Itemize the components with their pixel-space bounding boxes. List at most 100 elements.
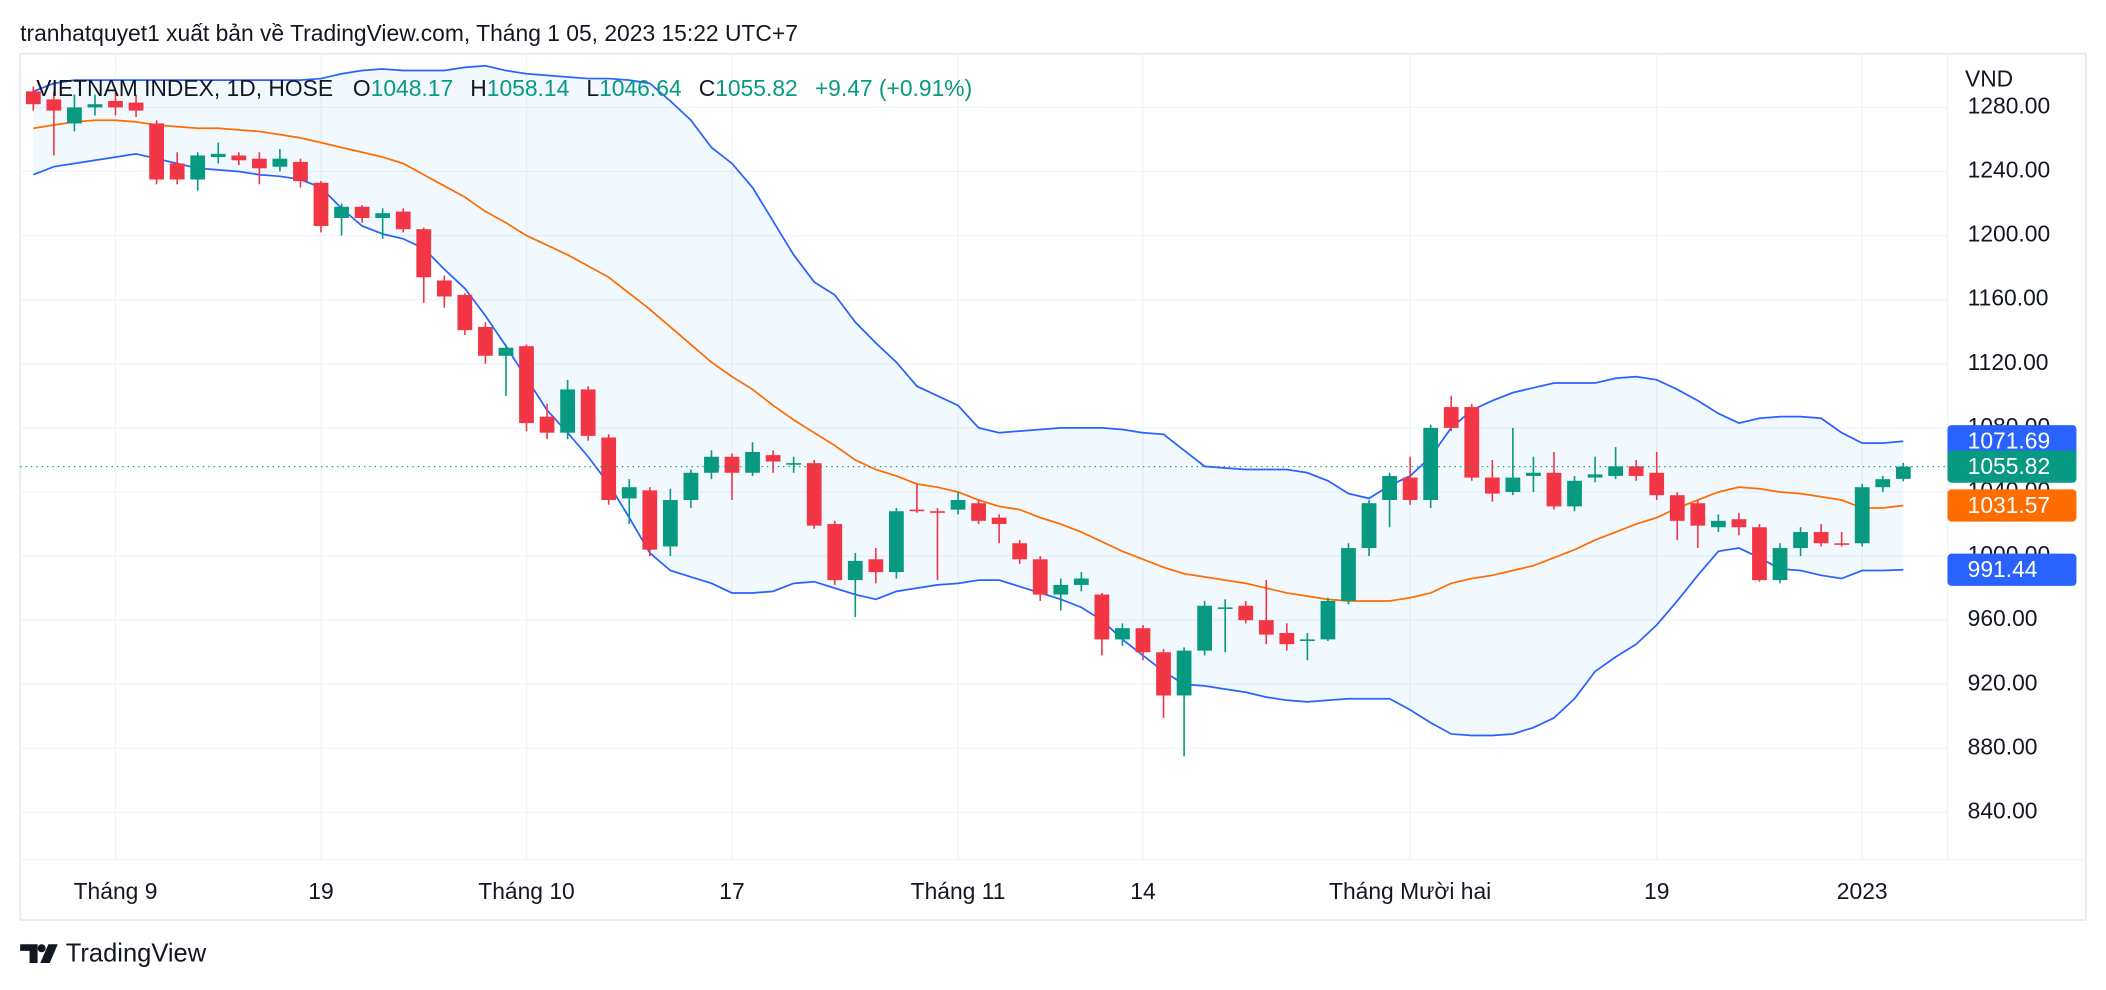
y-tick-label: 1120.00 xyxy=(1968,349,2049,375)
candle-body xyxy=(1834,543,1850,545)
candle-body xyxy=(991,517,1007,525)
candle-body xyxy=(457,294,473,331)
candle-body xyxy=(87,104,103,108)
upper-band-price: 1071.69 xyxy=(1968,428,2051,454)
last-price: 1055.82 xyxy=(1968,453,2051,479)
lower-band-price: 991.44 xyxy=(1968,556,2038,582)
candle-body xyxy=(642,490,658,550)
candle-body xyxy=(498,347,514,356)
low-label: L xyxy=(586,75,599,101)
candle-body xyxy=(251,158,267,169)
y-tick-label: 960.00 xyxy=(1968,605,2038,631)
candle-body xyxy=(1669,495,1685,521)
candle-body xyxy=(930,511,945,513)
y-tick-label: 880.00 xyxy=(1968,733,2038,759)
candle-body xyxy=(128,102,144,111)
candle-body xyxy=(1752,527,1767,581)
candle-body xyxy=(560,389,575,433)
brand: TradingView xyxy=(66,940,207,968)
candle-body xyxy=(971,503,986,521)
candle-body xyxy=(1176,650,1192,696)
y-tick-label: 1240.00 xyxy=(1968,157,2051,183)
candle-body xyxy=(909,509,925,512)
candle-body xyxy=(395,211,411,230)
y-tick-label: 1280.00 xyxy=(1968,92,2051,118)
candle-body xyxy=(190,155,206,180)
candle-body xyxy=(1341,548,1356,601)
candle-body xyxy=(108,100,123,108)
logo-dot xyxy=(37,944,46,953)
basis-price-bg xyxy=(1947,489,2077,522)
candle-body xyxy=(354,206,370,218)
candle-body xyxy=(1875,479,1891,488)
candle-body xyxy=(1073,578,1089,585)
candle-body xyxy=(67,107,82,124)
legend: VIETNAM INDEX, 1D, HOSE O1048.17 H1058.1… xyxy=(36,75,972,101)
candle-body xyxy=(313,182,329,226)
candle-body xyxy=(1217,607,1233,609)
x-tick-label: Tháng 9 xyxy=(74,878,158,904)
candle-body xyxy=(1895,466,1911,479)
candle-body xyxy=(231,155,247,161)
candle-body xyxy=(169,163,185,180)
candle-body xyxy=(1320,600,1336,640)
open-value: 1048.17 xyxy=(371,75,454,101)
candle-body xyxy=(868,559,884,573)
candle-body xyxy=(1094,594,1110,640)
upper-band-price-bg xyxy=(1947,425,2077,458)
candle-body xyxy=(1731,519,1747,528)
currency: VND xyxy=(1965,66,2013,92)
candle-body xyxy=(580,389,596,436)
candle-body xyxy=(724,456,740,473)
plot xyxy=(20,64,1948,757)
candle-body xyxy=(1710,520,1726,528)
candle-body xyxy=(519,346,534,424)
candle-body xyxy=(1526,472,1541,476)
candle-body xyxy=(1772,548,1788,581)
band-fill xyxy=(33,65,1904,736)
basis-price: 1031.57 xyxy=(1968,492,2051,518)
candle-body xyxy=(272,158,288,167)
candle-body xyxy=(1382,475,1397,501)
candle-body xyxy=(1628,466,1644,476)
candle-body xyxy=(1690,503,1706,526)
open-label: O xyxy=(353,75,371,101)
candle-body xyxy=(765,455,781,462)
candle-body xyxy=(375,213,391,218)
x-tick-label: Tháng Mười hai xyxy=(1329,878,1491,904)
high-label: H xyxy=(470,75,487,101)
candle-body xyxy=(1649,472,1665,496)
upper-band-line xyxy=(33,64,1904,500)
candle-body xyxy=(847,560,863,581)
candle-body xyxy=(478,326,493,356)
basis-line xyxy=(33,119,1904,602)
candle-body xyxy=(1279,633,1295,645)
x-tick-label: 2023 xyxy=(1837,878,1888,904)
candle-body xyxy=(539,416,555,433)
candle-body xyxy=(1484,477,1500,494)
candle-body xyxy=(1156,652,1171,696)
candle-body xyxy=(601,437,617,501)
candle-body xyxy=(210,153,226,158)
high-value: 1058.14 xyxy=(487,75,570,101)
low-value: 1046.64 xyxy=(599,75,682,101)
candle-body xyxy=(1402,477,1418,501)
candle-body xyxy=(704,456,719,473)
candle-body xyxy=(1608,466,1624,476)
close-value: 1055.82 xyxy=(715,75,798,101)
candle-body xyxy=(786,463,802,465)
candle-body xyxy=(1464,407,1480,478)
x-tick-label: Tháng 11 xyxy=(911,878,1006,904)
candle-body xyxy=(950,500,966,510)
change: +9.47 (+0.91%) xyxy=(815,75,972,101)
y-tick-label: 840.00 xyxy=(1968,798,2038,824)
y-tick-label: 920.00 xyxy=(1968,669,2038,695)
candle-body xyxy=(25,91,41,105)
x-tick-label: 14 xyxy=(1130,878,1156,904)
candle-body xyxy=(1854,487,1870,544)
candle-body xyxy=(334,206,349,218)
candle-body xyxy=(1299,639,1315,642)
